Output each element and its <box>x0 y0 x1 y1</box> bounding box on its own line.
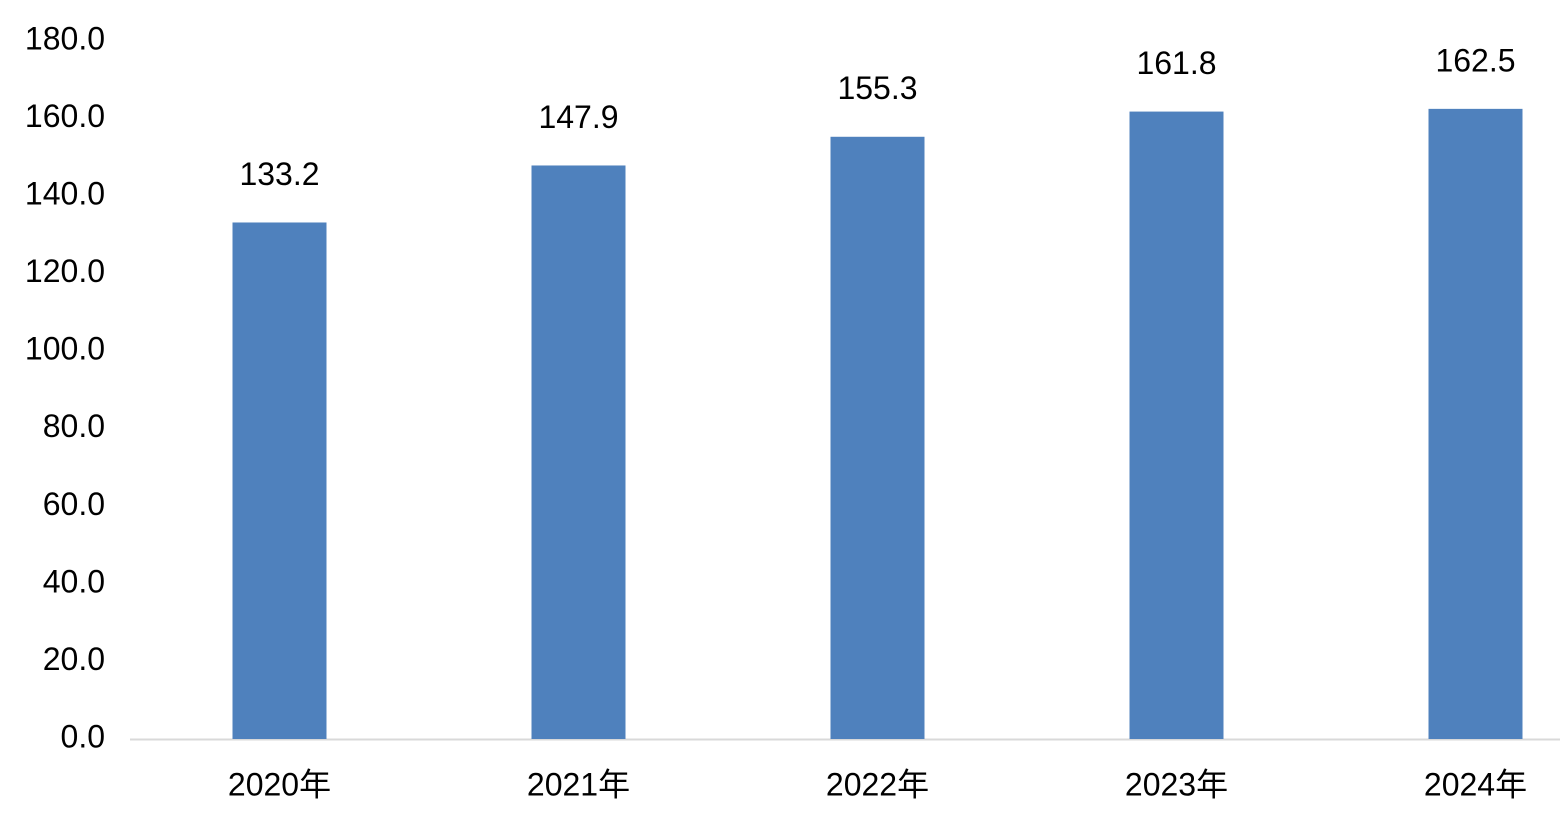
x-tick-label: 2024年 <box>1424 766 1527 802</box>
y-tick-label: 120.0 <box>25 253 105 289</box>
bar <box>232 222 327 740</box>
y-tick-label: 140.0 <box>25 176 105 212</box>
bar <box>1428 108 1523 740</box>
value-label: 162.5 <box>1435 42 1515 78</box>
x-tick-label: 2020年 <box>228 766 331 802</box>
value-label: 133.2 <box>239 156 319 192</box>
x-tick-label: 2023年 <box>1125 766 1228 802</box>
bar <box>1129 111 1224 739</box>
value-label: 161.8 <box>1136 45 1216 81</box>
value-label: 147.9 <box>538 99 618 135</box>
bar <box>531 165 626 739</box>
x-tick-label: 2021年 <box>527 766 630 802</box>
y-tick-label: 60.0 <box>43 486 105 522</box>
y-tick-label: 100.0 <box>25 331 105 367</box>
y-tick-label: 180.0 <box>25 20 105 56</box>
y-tick-label: 20.0 <box>43 641 105 677</box>
y-tick-label: 160.0 <box>25 98 105 134</box>
y-tick-label: 0.0 <box>61 718 105 754</box>
y-tick-label: 80.0 <box>43 408 105 444</box>
value-label: 155.3 <box>837 70 917 106</box>
bar <box>830 136 925 739</box>
x-tick-label: 2022年 <box>826 766 929 802</box>
y-tick-label: 40.0 <box>43 563 105 599</box>
